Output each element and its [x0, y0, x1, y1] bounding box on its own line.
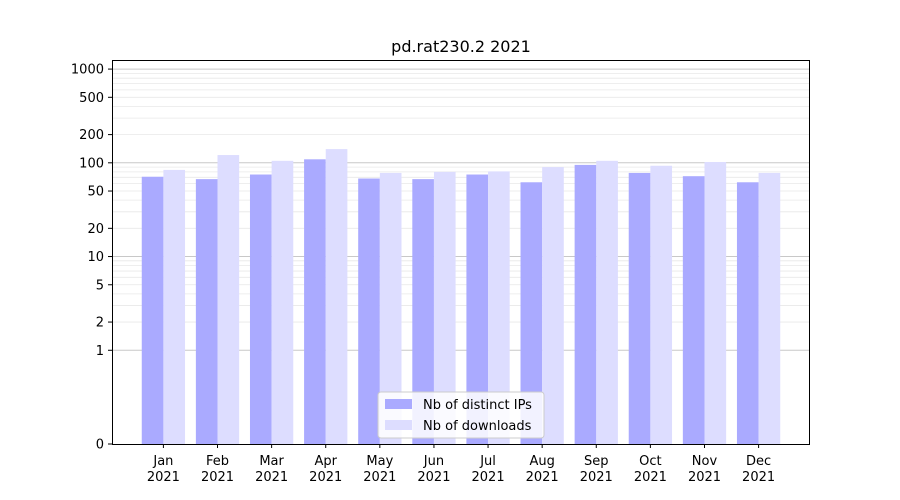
bar-distinct-ips-3 [249, 174, 272, 444]
bar-downloads-7 [488, 171, 510, 445]
bar-distinct-ips-9 [574, 164, 597, 444]
bar-distinct-ips-11 [682, 176, 705, 445]
bar-downloads-10 [650, 165, 673, 444]
y-tick-label: 20 [87, 222, 104, 237]
plot-frame [112, 60, 810, 445]
y-tick-label: 2 [96, 316, 104, 331]
bar-distinct-ips-2 [195, 179, 218, 445]
bar-downloads-12 [758, 172, 781, 444]
bar-distinct-ips-12 [736, 182, 759, 444]
bar-downloads-4 [325, 149, 348, 444]
bars-layer [141, 149, 781, 445]
y-tick-label: 100 [79, 156, 104, 171]
x-tick-label: Oct 2021 [634, 454, 667, 485]
x-tick-label: May 2021 [363, 454, 396, 485]
bar-downloads-2 [217, 155, 240, 444]
legend-label: Nb of downloads [423, 419, 532, 434]
x-tick-label: Mar 2021 [255, 454, 288, 485]
x-tick-label: Apr 2021 [309, 454, 342, 485]
x-tick-label: Sep 2021 [580, 454, 613, 485]
legend: Nb of distinct IPs Nb of downloads [377, 391, 545, 439]
bar-downloads-5 [379, 172, 402, 444]
y-tick-label: 500 [79, 91, 104, 106]
y-axis: 0 1 2 5 10 20 50 100 200 500 1000 [71, 63, 112, 453]
y-tick-label: 50 [87, 185, 104, 200]
bar-distinct-ips-5 [358, 178, 380, 444]
x-tick-label: Nov 2021 [688, 454, 721, 485]
chart-title: pd.rat230.2 2021 [391, 37, 531, 56]
bar-distinct-ips-10 [628, 172, 651, 444]
legend-swatch [385, 399, 412, 409]
bar-distinct-ips-1 [141, 176, 164, 444]
y-tick-label: 1000 [71, 63, 104, 78]
bar-downloads-3 [271, 160, 294, 444]
x-tick-label: Feb 2021 [201, 454, 234, 485]
legend-box [377, 391, 545, 439]
y-tick-label: 5 [96, 278, 104, 293]
legend-label: Nb of distinct IPs [423, 398, 532, 413]
bar-downloads-6 [433, 171, 456, 445]
bar-distinct-ips-6 [412, 179, 434, 445]
x-tick-label: Jul 2021 [472, 454, 505, 485]
y-tick-label: 0 [96, 438, 104, 453]
bar-distinct-ips-4 [304, 159, 326, 445]
bar-downloads-9 [596, 160, 618, 444]
bar-distinct-ips-8 [520, 182, 543, 444]
y-tick-label: 10 [87, 250, 104, 265]
y-tick-label: 1 [96, 344, 104, 359]
x-tick-label: Jan 2021 [147, 454, 180, 485]
x-tick-label: Dec 2021 [742, 454, 775, 485]
x-tick-label: Jun 2021 [417, 454, 450, 485]
bar-downloads-8 [542, 167, 564, 444]
legend-swatch [385, 420, 412, 430]
bar-downloads-1 [163, 169, 186, 444]
bar-downloads-11 [704, 162, 727, 444]
x-axis: Jan 2021 Feb 2021 Mar 2021 Apr 2021 May 2021 Jun 20… [147, 444, 775, 485]
bar-distinct-ips-7 [466, 174, 489, 444]
y-tick-label: 200 [79, 128, 104, 143]
x-tick-label: Aug 2021 [526, 454, 559, 485]
